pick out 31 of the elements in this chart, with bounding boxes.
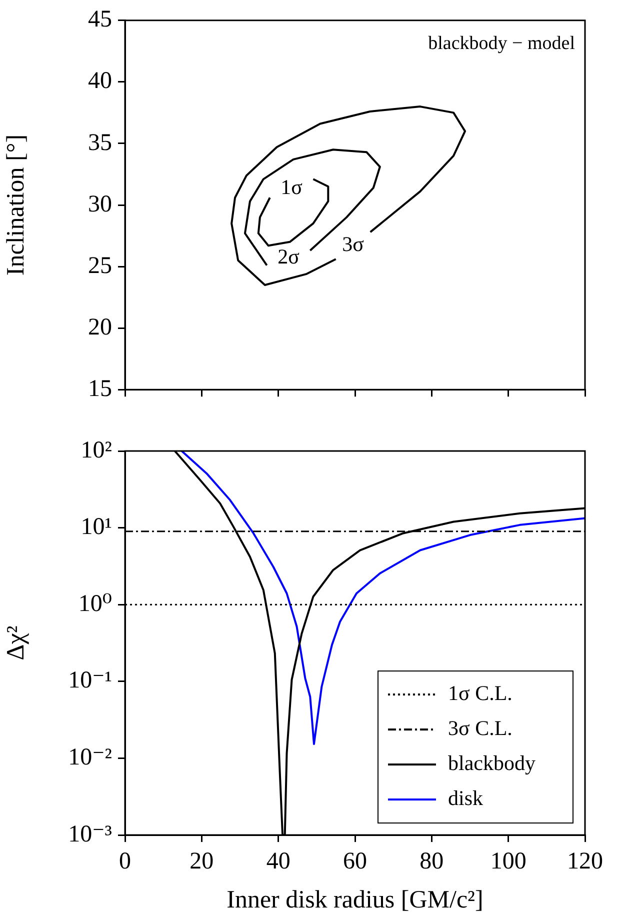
y-tick-label: 45: [88, 6, 112, 33]
x-tick-label: 80: [420, 848, 444, 875]
series-label: 2σ: [278, 244, 300, 268]
x-tick-label: 60: [343, 848, 367, 875]
y-tick-label: 10⁻¹: [68, 668, 112, 694]
y-tick-label: 10¹: [80, 514, 112, 540]
legend-label: 3σ C.L.: [448, 716, 512, 740]
legend-label: blackbody: [448, 751, 536, 776]
series-label: 3σ: [342, 232, 364, 256]
y-tick-label: 20: [88, 314, 112, 340]
annotation: blackbody − model: [428, 32, 575, 54]
y-tick-label: 35: [88, 130, 112, 156]
y-tick-label: 25: [88, 252, 112, 279]
x-tick-label: 20: [190, 848, 214, 875]
x-tick-label: 0: [119, 848, 131, 875]
x-tick-label: 100: [490, 848, 526, 875]
y-tick-label: 10⁰: [78, 590, 112, 617]
x-axis-title: Inner disk radius [GM/c²]: [226, 886, 484, 914]
x-tick-label: 40: [266, 848, 290, 875]
y-tick-label: 15: [88, 376, 112, 402]
y-tick-label: 10²: [80, 437, 112, 464]
y-axis-title: Δχ²: [2, 626, 30, 660]
y-tick-label: 30: [88, 191, 112, 218]
y-tick-label: 10⁻²: [68, 744, 112, 770]
y-axis-title: Inclination [°]: [2, 134, 30, 276]
x-tick-label: 120: [567, 848, 603, 875]
legend-label: disk: [448, 786, 484, 810]
y-tick-label: 40: [88, 68, 112, 94]
legend-label: 1σ C.L.: [448, 681, 512, 706]
y-tick-label: 10⁻³: [68, 821, 112, 848]
series-label: 1σ: [280, 174, 302, 199]
